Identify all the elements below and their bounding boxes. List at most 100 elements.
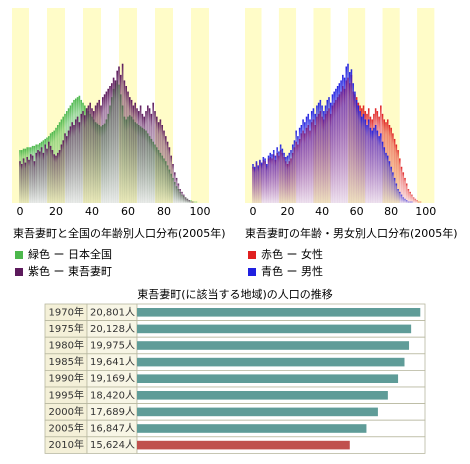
plot-stripe [47,8,65,203]
chart-title: 東吾妻町と全国の年齢別人口分布(2005年) [13,226,226,240]
age-bar [298,127,301,203]
population-bar [137,341,410,350]
age-bar [100,105,102,203]
age-bar [300,125,303,203]
age-bar [395,144,398,203]
pop-label: 19,975人 [90,340,135,352]
age-bar [22,158,25,203]
plot-stripe [155,8,173,203]
age-bar [65,136,68,203]
age-bar [350,69,353,204]
age-bar [19,161,21,203]
age-bar [305,116,308,203]
age-bar [145,111,147,203]
age-bar [195,201,198,203]
age-bar [286,155,289,203]
age-bar [310,111,313,203]
age-bar [281,148,284,203]
age-bar [376,130,379,203]
age-bar [31,155,34,203]
age-bar [335,88,337,203]
age-bar [76,116,79,203]
age-bar [392,172,394,203]
age-bar [386,155,389,203]
age-bar [20,164,23,203]
age-bar [378,136,380,203]
pop-label: 20,801人 [90,306,135,318]
age-bar [92,111,95,203]
age-bar [259,159,261,203]
plot-stripe [173,8,191,203]
year-label: 1990年 [49,372,84,385]
age-bar [184,197,187,203]
age-bar [154,111,156,203]
plot-stripe [137,8,155,203]
age-bar [186,198,189,203]
pop-label: 20,128人 [90,323,135,335]
age-bar [402,197,405,203]
population-bar [137,374,399,383]
age-bar [109,86,111,203]
age-bar [333,91,335,203]
age-bar [170,155,173,203]
legend-swatch [248,251,256,259]
year-label: 2010年 [49,438,84,451]
year-label: 2005年 [49,422,84,435]
age-bar [101,97,104,203]
age-bar [267,155,270,203]
age-bar [361,116,363,203]
age-bar [336,86,339,203]
age-bar [383,147,386,203]
age-bar [304,122,306,203]
age-bar [24,162,27,203]
x-tick-label: 100 [190,205,211,218]
age-bar [418,201,420,203]
age-bar [150,113,153,203]
plot-stripe [29,8,47,203]
age-bar [139,105,142,203]
age-bar [409,191,411,203]
age-bar [71,122,74,203]
chart-title: 東吾妻町の年齢・男女別人口分布(2005年) [245,226,458,240]
year-label: 1970年 [49,305,84,318]
age-bar [35,152,38,203]
age-bar [179,189,182,203]
age-bar [125,86,128,203]
age-bar [136,108,138,203]
x-tick-label: 80 [384,205,398,218]
age-bar [288,152,291,203]
age-bar [414,198,417,203]
age-bar [412,197,415,203]
age-bar [58,150,61,203]
age-bar [293,140,296,203]
x-tick-label: 0 [250,205,257,218]
x-tick-label: 0 [17,205,24,218]
plot-stripe [365,8,383,203]
age-bar [40,147,43,203]
population-bar [137,324,412,334]
age-bar [400,194,403,203]
age-bar [164,136,167,203]
age-bar [362,113,365,203]
age-bar [53,154,56,203]
age-bar [110,83,113,203]
pop-label: 19,169人 [90,373,135,385]
age-bar [364,119,367,203]
age-bar [266,164,268,203]
plot-stripe [261,8,279,203]
x-tick-label: 60 [121,205,135,218]
age-bar [177,183,180,203]
age-bar [253,166,256,203]
x-tick-label: 20 [49,205,63,218]
x-tick-label: 100 [415,205,436,218]
age-bar [324,105,327,203]
age-bar [402,172,405,203]
age-bar [297,136,299,203]
age-bar [264,158,266,203]
x-tick-label: 60 [350,205,364,218]
age-bar [37,150,39,203]
age-bar [157,122,160,203]
legend-label: 緑色 ー 日本全国 [28,247,112,261]
plot-stripe [278,8,297,203]
age-bar [49,145,52,203]
